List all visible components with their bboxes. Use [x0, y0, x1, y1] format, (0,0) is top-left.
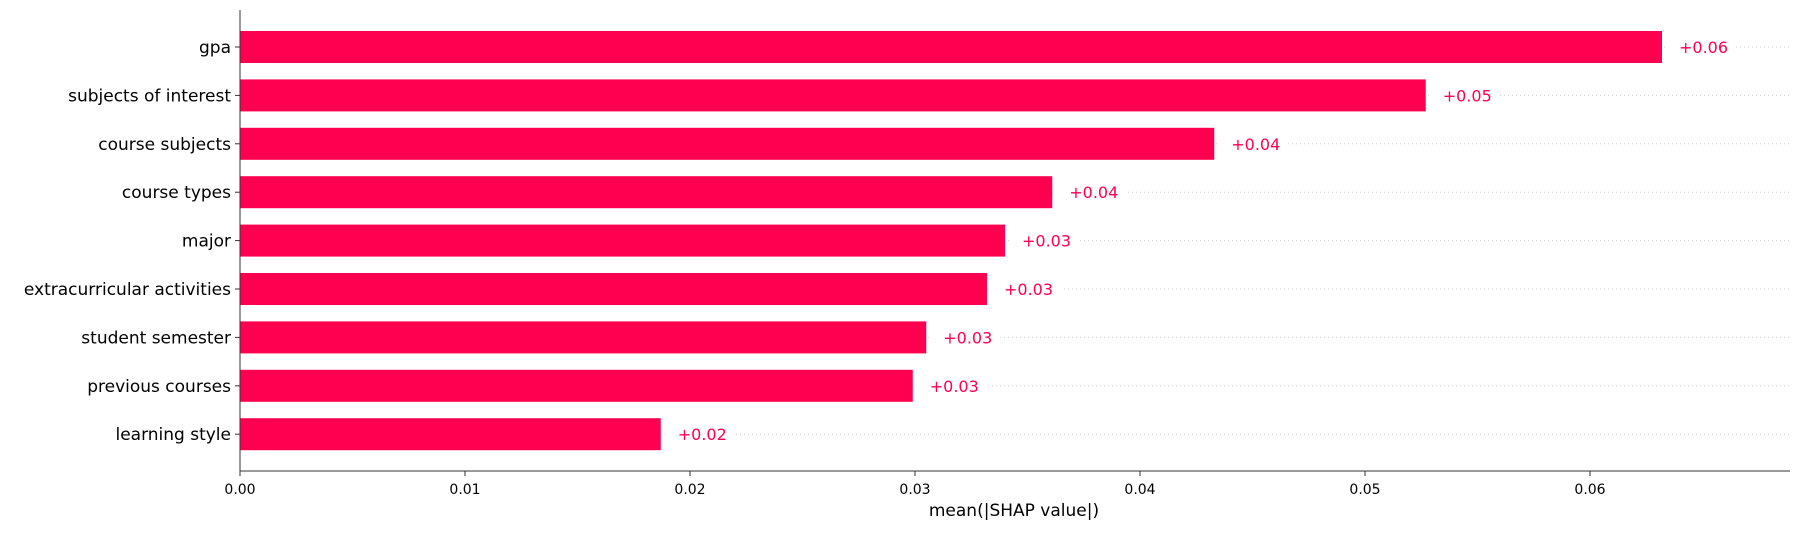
bar-learning-style [240, 418, 661, 451]
y-tick-label: course types [122, 183, 231, 203]
value-label: +0.03 [1022, 232, 1071, 251]
bar-previous-courses [240, 369, 913, 402]
bar-course-types [240, 176, 1053, 209]
bar-extracurricular-activities [240, 273, 987, 305]
value-label-background [916, 369, 987, 402]
bar-subjects-of-interest [240, 79, 1426, 112]
value-label: +0.02 [678, 425, 727, 444]
y-tick-label: course subjects [98, 135, 231, 155]
y-tick-label: previous courses [87, 377, 231, 397]
bar-gpa [240, 31, 1662, 63]
value-label-background [1218, 127, 1289, 160]
value-label: +0.05 [1443, 86, 1492, 105]
x-tick-label: 0.01 [449, 482, 480, 498]
value-label-background [1666, 31, 1736, 63]
value-label: +0.03 [930, 377, 979, 396]
bar-course-subjects [240, 127, 1215, 160]
x-tick-label: 0.04 [1124, 482, 1155, 498]
bar-major [240, 224, 1005, 257]
bar-student-semester [240, 321, 927, 354]
value-label-layer: +0.06 +0.05 +0.04 +0.04 +0.03 +0.03 +0.03 +0.03… [664, 31, 1736, 451]
value-label-background [1056, 176, 1127, 209]
x-tick-label: 0.05 [1349, 482, 1380, 498]
y-tick-label: subjects of interest [68, 86, 231, 106]
value-label: +0.06 [1679, 38, 1728, 57]
x-axis-ticks: 0.00 0.01 0.02 0.03 0.04 0.05 0.06 [224, 471, 1606, 498]
value-label: +0.04 [1231, 135, 1280, 154]
value-label: +0.03 [943, 328, 992, 347]
y-tick-label: gpa [199, 38, 231, 58]
y-tick-label: major [182, 232, 231, 252]
x-tick-label: 0.06 [1574, 482, 1605, 498]
value-label: +0.03 [1004, 280, 1053, 299]
x-tick-label: 0.03 [899, 482, 930, 498]
axes [239, 10, 1790, 472]
x-tick-label: 0.02 [674, 482, 705, 498]
y-tick-label: learning style [115, 425, 231, 445]
value-label-background [991, 273, 1061, 305]
value-label-background [664, 418, 735, 451]
value-label-background [930, 321, 1001, 354]
y-tick-label: student semester [81, 328, 231, 348]
y-axis-labels: gpa subjects of interest course subjects co… [24, 38, 240, 445]
value-label-background [1009, 224, 1079, 257]
x-tick-label: 0.00 [224, 482, 255, 498]
value-label-background [1429, 79, 1500, 112]
x-axis-title: mean(|SHAP value|) [929, 501, 1099, 521]
y-tick-label: extracurricular activities [24, 280, 231, 300]
value-label: +0.04 [1069, 183, 1118, 202]
bar-layer [240, 31, 1662, 451]
